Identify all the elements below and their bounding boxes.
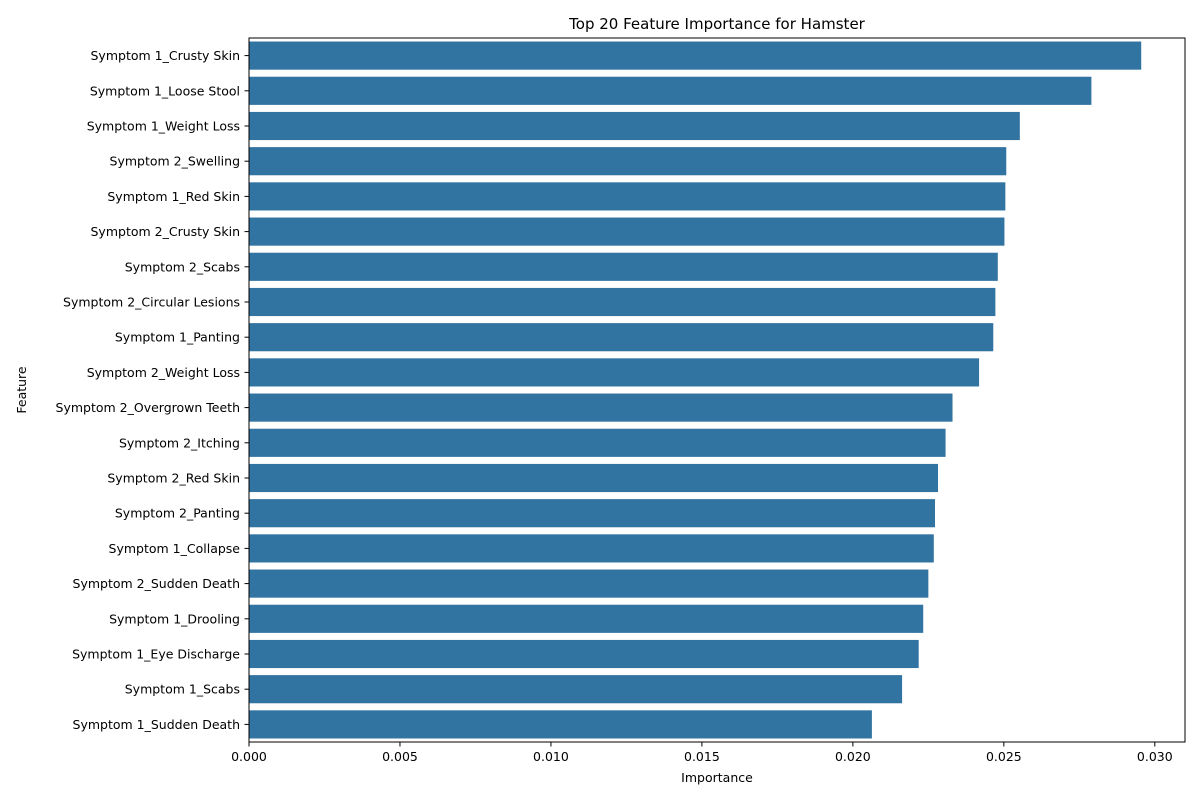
bar <box>249 499 935 528</box>
y-tick-label: Symptom 1_Red Skin <box>107 189 240 204</box>
bar <box>249 41 1142 70</box>
y-tick-label: Symptom 1_Collapse <box>109 541 241 556</box>
y-tick-label: Symptom 2_Swelling <box>110 154 240 169</box>
bar <box>249 358 980 387</box>
x-tick-label: 0.030 <box>1137 749 1173 764</box>
plot-frame <box>248 37 1186 743</box>
bar <box>249 675 903 704</box>
bar <box>249 111 1020 141</box>
y-tick-label: Symptom 2_Overgrown Teeth <box>56 400 240 415</box>
bar <box>249 534 934 563</box>
bar <box>249 604 924 633</box>
y-tick-label: Symptom 1_Eye Discharge <box>72 647 240 662</box>
y-tick-label: Symptom 1_Sudden Death <box>73 717 240 732</box>
bar <box>249 252 998 281</box>
y-tick-label: Symptom 1_Drooling <box>109 611 240 626</box>
y-tick-label: Symptom 2_Weight Loss <box>87 365 240 380</box>
y-tick-label: Symptom 2_Itching <box>119 435 240 450</box>
y-tick-label: Symptom 2_Sudden Death <box>73 576 240 591</box>
y-tick-label: Symptom 2_Red Skin <box>107 471 240 486</box>
y-tick-label: Symptom 1_Crusty Skin <box>91 48 241 63</box>
bars-layer <box>249 41 1142 739</box>
bar <box>249 639 919 669</box>
y-ticks-layer: Symptom 1_Crusty Skin Symptom 1_Loose Sto… <box>56 48 249 732</box>
chart-title: Top 20 Feature Importance for Hamster <box>568 15 866 33</box>
bar <box>249 147 1007 176</box>
bar <box>249 217 1005 246</box>
x-ticks-layer: 0.000 0.005 0.010 0.015 0.020 0.025 0.030 <box>231 742 1173 764</box>
x-axis-label: Importance <box>681 770 753 785</box>
bar <box>249 323 994 352</box>
bar <box>249 569 929 598</box>
bar <box>249 428 946 457</box>
bar <box>249 710 872 739</box>
x-tick-label: 0.015 <box>684 749 720 764</box>
y-tick-label: Symptom 2_Panting <box>115 506 240 521</box>
x-tick-label: 0.020 <box>835 749 871 764</box>
x-tick-label: 0.000 <box>231 749 267 764</box>
y-tick-label: Symptom 2_Crusty Skin <box>91 224 241 239</box>
y-tick-label: Symptom 2_Circular Lesions <box>63 295 240 310</box>
y-tick-label: Symptom 1_Weight Loss <box>87 119 240 134</box>
bar <box>249 287 996 317</box>
x-tick-label: 0.010 <box>533 749 569 764</box>
y-tick-label: Symptom 2_Scabs <box>125 259 240 274</box>
bar <box>249 76 1092 105</box>
y-axis-label: Feature <box>14 366 29 414</box>
x-tick-label: 0.025 <box>986 749 1022 764</box>
bar <box>249 393 953 422</box>
y-tick-label: Symptom 1_Scabs <box>125 682 240 697</box>
bar <box>249 463 939 493</box>
bar <box>249 182 1006 211</box>
y-tick-label: Symptom 1_Loose Stool <box>90 83 240 98</box>
y-tick-label: Symptom 1_Panting <box>115 330 240 345</box>
x-tick-label: 0.005 <box>382 749 418 764</box>
